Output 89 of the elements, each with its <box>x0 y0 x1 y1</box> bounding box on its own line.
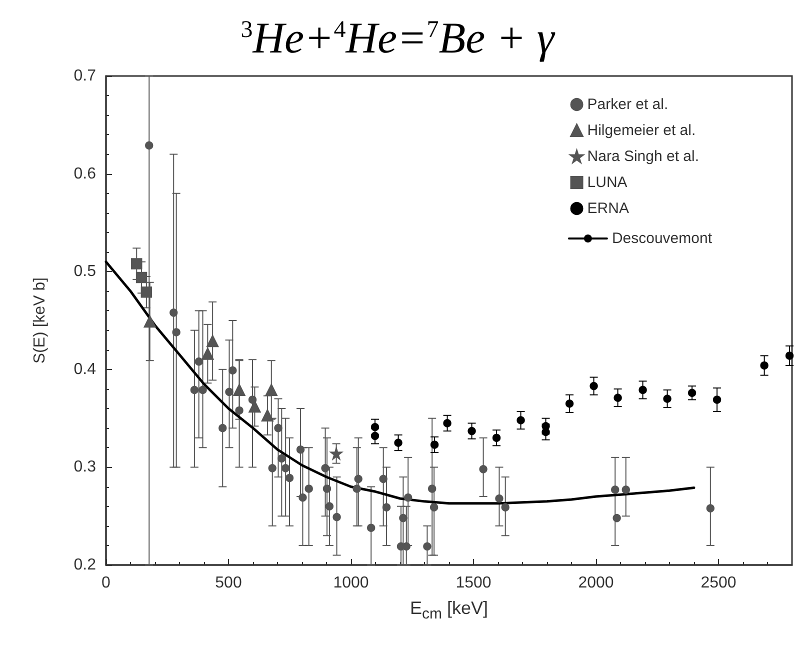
point <box>370 423 380 432</box>
point <box>278 454 286 462</box>
point <box>285 474 294 482</box>
point <box>325 502 334 510</box>
x-tick-label: 2500 <box>700 574 736 592</box>
point <box>304 484 313 493</box>
x-tick-label: 0 <box>102 574 111 592</box>
point <box>663 394 672 403</box>
x-tick-label: 2000 <box>578 574 614 592</box>
point <box>479 465 488 474</box>
legend-label: LUNA <box>587 174 628 191</box>
legend-label: ERNA <box>587 200 629 217</box>
y-tick-label: 0.2 <box>74 556 96 574</box>
x-tick-label: 500 <box>215 574 242 592</box>
point <box>330 447 342 460</box>
point <box>235 406 244 415</box>
point <box>468 426 476 436</box>
point <box>202 348 214 360</box>
point <box>274 424 282 432</box>
point <box>194 357 203 366</box>
point <box>399 514 408 522</box>
point <box>706 504 715 512</box>
point <box>430 503 438 512</box>
point <box>785 352 794 360</box>
point <box>268 464 276 472</box>
point <box>248 396 257 404</box>
point <box>321 464 330 472</box>
point <box>394 438 402 447</box>
chart-title: $^{3}$He+$^{4}$He=$^{7}$Be + γ <box>240 12 556 65</box>
point <box>298 493 307 502</box>
point <box>140 286 152 298</box>
point <box>495 494 504 503</box>
point <box>501 503 510 512</box>
legend-label: Hilgemeier et al. <box>587 122 696 139</box>
point <box>430 440 439 449</box>
y-axis-title: S(E) [keV b] <box>32 277 48 364</box>
y-tick-label: 0.3 <box>74 458 96 476</box>
point <box>265 384 278 396</box>
point <box>428 484 436 493</box>
point <box>228 366 237 374</box>
point <box>136 272 148 284</box>
point <box>332 512 341 522</box>
point <box>131 258 142 270</box>
point <box>622 486 630 494</box>
x-axis-title: E$_{cm}$ [keV] <box>408 598 490 623</box>
point <box>225 388 234 396</box>
point <box>322 484 332 493</box>
point <box>443 419 452 428</box>
point <box>614 394 622 402</box>
point <box>382 503 391 512</box>
point <box>612 514 621 522</box>
point <box>170 308 178 317</box>
point <box>423 542 432 551</box>
point <box>688 388 696 397</box>
point <box>638 386 647 394</box>
legend-label: Descouvemont <box>612 230 713 247</box>
y-tick-label: 0.7 <box>74 68 96 84</box>
point <box>261 409 274 422</box>
point <box>296 446 305 454</box>
point <box>516 416 525 424</box>
line-series <box>104 260 696 505</box>
point <box>144 315 156 328</box>
point <box>352 484 361 493</box>
point <box>366 524 376 532</box>
point <box>760 361 768 370</box>
y-tick-label: 0.4 <box>74 360 96 378</box>
legend-label: Nara Singh et al. <box>587 148 700 165</box>
point <box>198 386 207 394</box>
point <box>611 486 620 494</box>
point <box>492 434 501 442</box>
point <box>379 474 388 484</box>
point <box>218 424 227 432</box>
point <box>404 493 412 502</box>
y-tick-label: 0.5 <box>74 263 96 280</box>
point <box>281 464 290 472</box>
point <box>565 400 574 408</box>
point <box>190 386 199 394</box>
legend-label: Parker et al. <box>587 96 668 113</box>
point <box>206 334 219 348</box>
x-tick-label: 1500 <box>456 574 492 592</box>
point <box>370 432 380 440</box>
point <box>590 382 598 390</box>
point <box>172 328 180 336</box>
point <box>354 474 362 484</box>
y-tick-label: 0.6 <box>74 165 96 182</box>
point <box>233 384 246 396</box>
x-tick-label: 1000 <box>333 574 369 592</box>
point <box>145 141 154 150</box>
point <box>712 396 722 404</box>
